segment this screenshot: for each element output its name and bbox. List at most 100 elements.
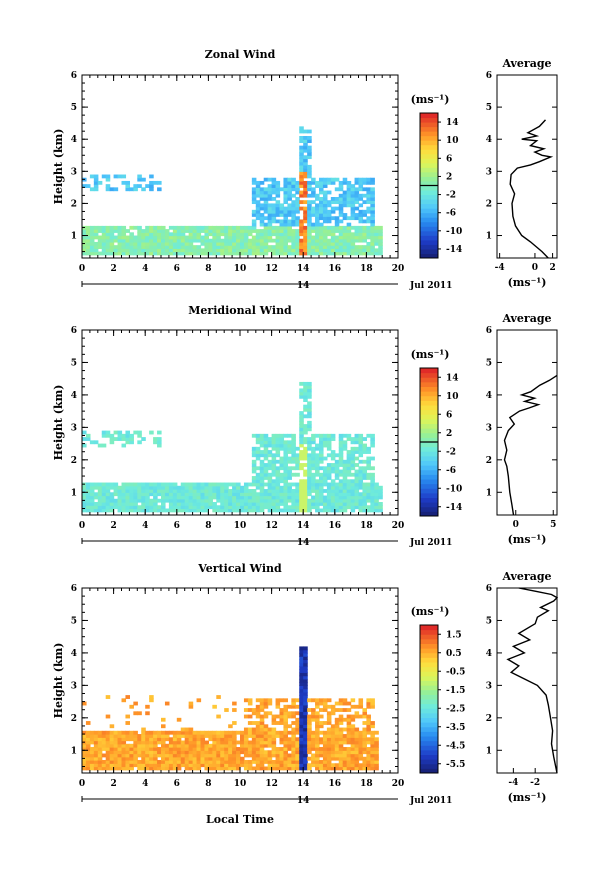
heatmap-cell xyxy=(105,760,111,764)
heatmap-cell xyxy=(255,737,261,742)
heatmap-cell xyxy=(117,747,123,751)
heatmap-cell xyxy=(216,760,221,764)
heatmap-cell xyxy=(93,760,99,764)
heatmap-cell xyxy=(322,245,328,249)
heatmap-cell xyxy=(255,456,261,461)
heatmap-cell xyxy=(109,238,115,243)
heatmap-cell xyxy=(319,750,324,755)
heatmap-cell xyxy=(334,747,340,751)
heatmap-cell xyxy=(271,753,277,758)
heatmap-cell xyxy=(82,505,87,510)
heatmap-cell xyxy=(342,498,348,503)
heatmap-cell xyxy=(303,756,308,761)
heatmap-cell xyxy=(125,229,130,233)
heatmap-cell xyxy=(330,740,336,745)
heatmap-cell xyxy=(208,753,213,758)
heatmap-cell xyxy=(326,743,332,748)
y-tick-label: 4 xyxy=(71,649,77,659)
heatmap-cell xyxy=(212,704,217,709)
heatmap-cell xyxy=(326,437,332,441)
heatmap-cell xyxy=(85,251,91,256)
heatmap-cell xyxy=(275,472,281,477)
heatmap-cell xyxy=(267,459,273,464)
heatmap-cell xyxy=(303,508,308,513)
heatmap-cell xyxy=(149,229,154,233)
heatmap-cell xyxy=(342,734,348,738)
heatmap-cell xyxy=(338,492,344,497)
colorbar-segment xyxy=(420,199,438,205)
heatmap-cell xyxy=(346,492,352,497)
heatmap-cell xyxy=(240,225,245,230)
heatmap-cell xyxy=(240,734,245,738)
colorbar-segment xyxy=(420,248,438,254)
heatmap-cell xyxy=(192,756,198,761)
heatmap-cell xyxy=(311,763,316,768)
heatmap-cell xyxy=(172,495,178,500)
heatmap-cell xyxy=(370,750,375,755)
heatmap-cell xyxy=(322,476,328,480)
heatmap-cell xyxy=(121,502,127,506)
heatmap-cell xyxy=(299,665,304,670)
heatmap-cell xyxy=(334,502,340,506)
heatmap-cell xyxy=(105,730,111,735)
heatmap-cell xyxy=(326,203,332,208)
x-tick-label: 2 xyxy=(110,779,116,789)
heatmap-cell xyxy=(89,756,95,761)
heatmap-cell xyxy=(346,238,352,243)
heatmap-cell xyxy=(350,485,356,490)
heatmap-cell xyxy=(291,730,296,735)
heatmap-cell xyxy=(263,495,269,500)
heatmap-cell xyxy=(370,216,375,221)
heatmap-cell xyxy=(287,489,292,493)
heatmap-cell xyxy=(251,469,257,474)
heatmap-cell xyxy=(137,498,142,503)
heatmap-cell xyxy=(129,505,134,510)
heatmap-cell xyxy=(295,766,300,771)
heatmap-cell xyxy=(334,459,340,464)
colorbar-segment xyxy=(420,722,438,728)
heatmap-cell xyxy=(220,251,225,256)
heatmap-cell xyxy=(180,730,186,735)
heatmap-cell xyxy=(168,232,174,237)
heatmap-cell xyxy=(307,727,312,732)
heatmap-cell xyxy=(374,485,379,490)
heatmap-cell xyxy=(184,730,190,735)
heatmap-cell xyxy=(172,245,178,249)
heatmap-cell xyxy=(271,485,277,490)
heatmap-cell xyxy=(240,245,245,249)
colorbar-segment xyxy=(420,171,438,177)
heatmap-cell xyxy=(113,245,119,249)
heatmap-cell xyxy=(164,495,170,500)
heatmap-cell xyxy=(307,216,312,221)
heatmap-cell xyxy=(133,489,138,493)
heatmap-cell xyxy=(216,763,221,768)
colorbar-segment xyxy=(420,113,438,119)
heatmap-cell xyxy=(330,485,336,490)
heatmap-cell xyxy=(236,238,241,243)
heatmap-cell xyxy=(275,209,281,214)
heatmap-cell xyxy=(354,492,360,497)
heatmap-cell xyxy=(374,248,379,253)
heatmap-cell xyxy=(232,730,237,735)
heatmap-cell xyxy=(157,750,162,755)
heatmap-cell xyxy=(299,414,304,419)
heatmap-cell xyxy=(208,245,213,249)
heatmap-cell xyxy=(330,766,336,771)
heatmap-cell xyxy=(117,756,123,761)
heatmap-cell xyxy=(307,750,312,755)
heatmap-cell xyxy=(358,450,364,454)
heatmap-cell xyxy=(374,505,379,510)
heatmap-cell xyxy=(350,740,356,745)
heatmap-cell xyxy=(168,766,174,771)
heatmap-cell xyxy=(113,756,119,761)
heatmap-cell xyxy=(326,463,332,467)
colorbar-segment xyxy=(420,488,438,494)
heatmap-cell xyxy=(129,440,134,445)
heatmap-cell xyxy=(342,753,348,758)
heatmap-cell xyxy=(208,495,213,500)
profile-y-tick-label: 1 xyxy=(486,232,492,242)
heatmap-cell xyxy=(109,495,115,500)
heatmap-cell xyxy=(287,190,292,195)
heatmap-cell xyxy=(105,498,111,503)
heatmap-cell xyxy=(232,766,237,771)
